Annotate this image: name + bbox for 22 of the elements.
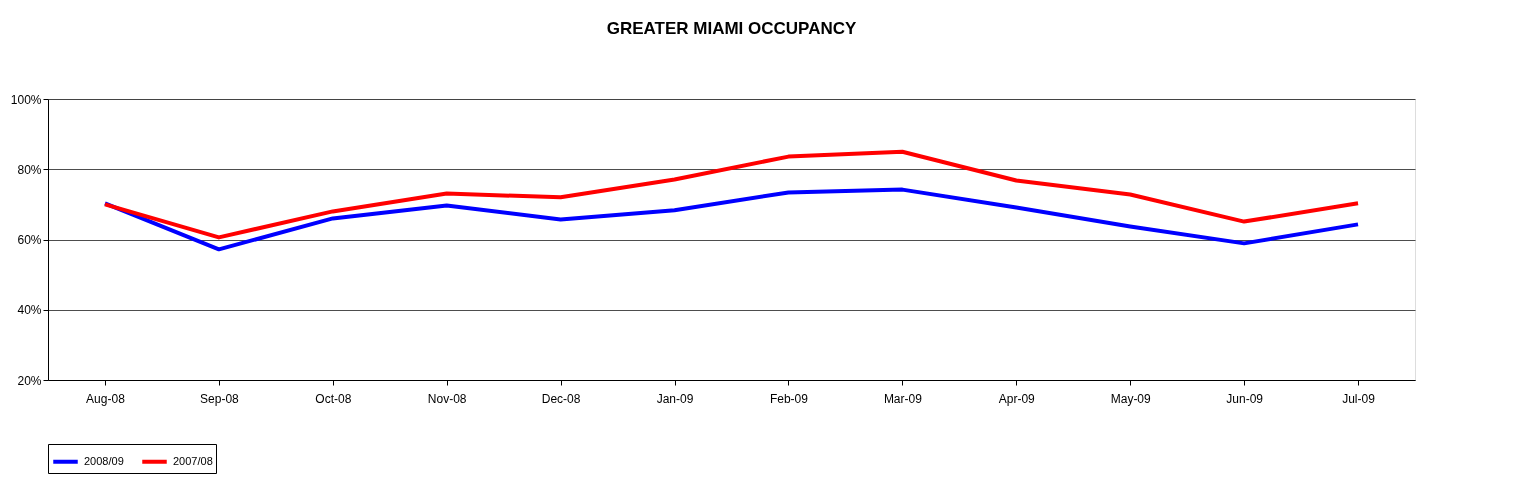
legend-label: 2007/08 [173,454,213,467]
y-tick-label: 80% [17,162,42,177]
chart-title: GREATER MIAMI OCCUPANCY [606,19,857,38]
x-tick-label: Apr-09 [998,391,1036,406]
x-tick-label: Oct-08 [315,391,352,406]
x-tick-label: Aug-08 [86,391,126,406]
x-tick-label: Jun-09 [1226,391,1264,406]
x-tick-label: Feb-09 [769,391,809,406]
legend-label: 2008/09 [84,454,124,467]
y-tick-label: 60% [17,233,42,247]
x-tick-label: May-09 [1110,391,1152,406]
x-tick-label: Sep-08 [200,391,240,406]
x-tick-label: Mar-09 [883,391,923,406]
x-tick-label: Nov-08 [427,391,467,406]
x-tick-label: Dec-08 [541,391,581,406]
x-tick-label: Jul-09 [1342,391,1376,406]
y-tick-label: 20% [17,373,42,388]
y-tick-label: 100% [10,92,42,107]
line-series [102,149,1361,240]
line-series [102,187,1361,252]
x-tick-label: Jan-09 [656,391,694,406]
y-tick-label: 40% [17,303,42,318]
